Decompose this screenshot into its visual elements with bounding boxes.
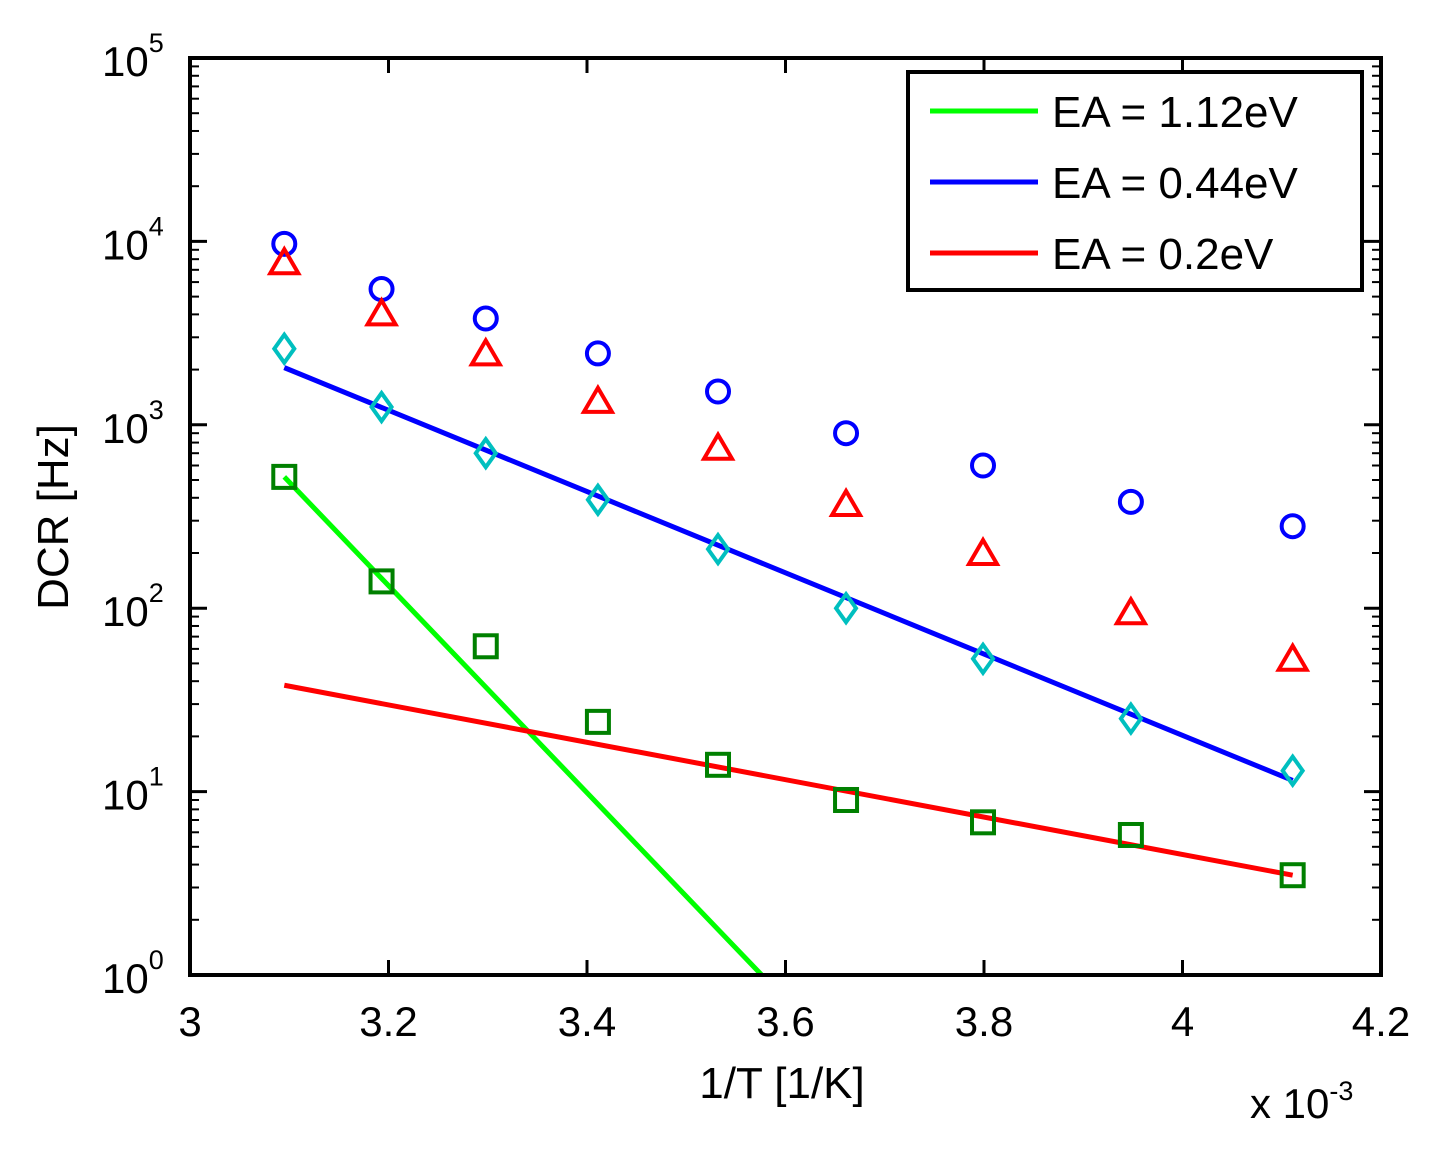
triangle-marker xyxy=(580,383,616,414)
square-marker xyxy=(472,633,499,660)
square-marker xyxy=(1117,821,1144,848)
y-tick-label: 105 xyxy=(102,28,164,85)
circle-marker xyxy=(1117,488,1144,515)
diamond-marker xyxy=(1118,701,1144,737)
legend-label: EA = 0.2eV xyxy=(1052,230,1274,279)
y-axis-ticks: 100 101 102 103 104 105 xyxy=(102,28,1381,1002)
circle-marker xyxy=(472,305,499,332)
fit-line xyxy=(282,475,764,975)
x-tick-label: 3.2 xyxy=(359,998,417,1045)
circle-marker xyxy=(833,420,860,447)
square-marker xyxy=(1279,862,1306,889)
diamond-marker xyxy=(369,389,395,425)
data-markers xyxy=(266,230,1311,889)
y-tick-label: 104 xyxy=(102,211,164,268)
circle-marker xyxy=(1279,513,1306,540)
diamond-marker xyxy=(705,531,731,567)
y-axis-label: DCR [Hz] xyxy=(29,424,78,610)
triangle-marker xyxy=(700,430,736,461)
square-marker xyxy=(705,751,732,778)
triangle-marker xyxy=(266,245,302,276)
x-tick-label: 4 xyxy=(1171,998,1194,1045)
diamond-marker xyxy=(970,641,996,677)
diamond-marker xyxy=(833,590,859,626)
y-tick-label: 103 xyxy=(102,395,164,452)
square-marker xyxy=(833,786,860,813)
x-tick-label: 4.2 xyxy=(1352,998,1410,1045)
legend: EA = 1.12eV EA = 0.44eV EA = 0.2eV xyxy=(906,70,1364,292)
plot-frame xyxy=(188,56,1383,977)
triangle-marker xyxy=(364,296,400,327)
square-marker xyxy=(584,708,611,735)
square-marker xyxy=(271,463,298,490)
x-multiplier-base: x 10 xyxy=(1250,1080,1329,1127)
fit-line xyxy=(283,682,1294,878)
triangle-marker xyxy=(1113,595,1149,626)
circle-marker xyxy=(970,452,997,479)
x-tick-label: 3.4 xyxy=(558,998,616,1045)
square-marker xyxy=(970,809,997,836)
x-multiplier: x 10-3 xyxy=(1250,1076,1353,1127)
circle-marker xyxy=(584,340,611,367)
triangle-marker xyxy=(468,336,504,367)
circle-marker xyxy=(705,378,732,405)
square-marker xyxy=(368,568,395,595)
legend-label: EA = 1.12eV xyxy=(1052,88,1299,137)
triangle-marker xyxy=(1275,641,1311,672)
y-tick-label: 101 xyxy=(102,762,164,819)
y-tick-label: 102 xyxy=(102,578,164,635)
diamond-marker xyxy=(473,435,499,471)
diamond-marker xyxy=(271,331,297,367)
diamond-marker xyxy=(585,482,611,518)
legend-label: EA = 0.44eV xyxy=(1052,159,1299,208)
x-axis-label: 1/T [1/K] xyxy=(699,1059,865,1108)
circle-marker xyxy=(271,230,298,257)
x-tick-label: 3.6 xyxy=(756,998,814,1045)
x-tick-label: 3 xyxy=(178,998,201,1045)
y-tick-label: 100 xyxy=(102,945,164,1002)
x-tick-label: 3.8 xyxy=(955,998,1013,1045)
triangle-marker xyxy=(828,487,864,517)
triangle-marker xyxy=(965,536,1001,566)
x-multiplier-exponent: -3 xyxy=(1329,1076,1353,1106)
diamond-marker xyxy=(1280,753,1306,789)
